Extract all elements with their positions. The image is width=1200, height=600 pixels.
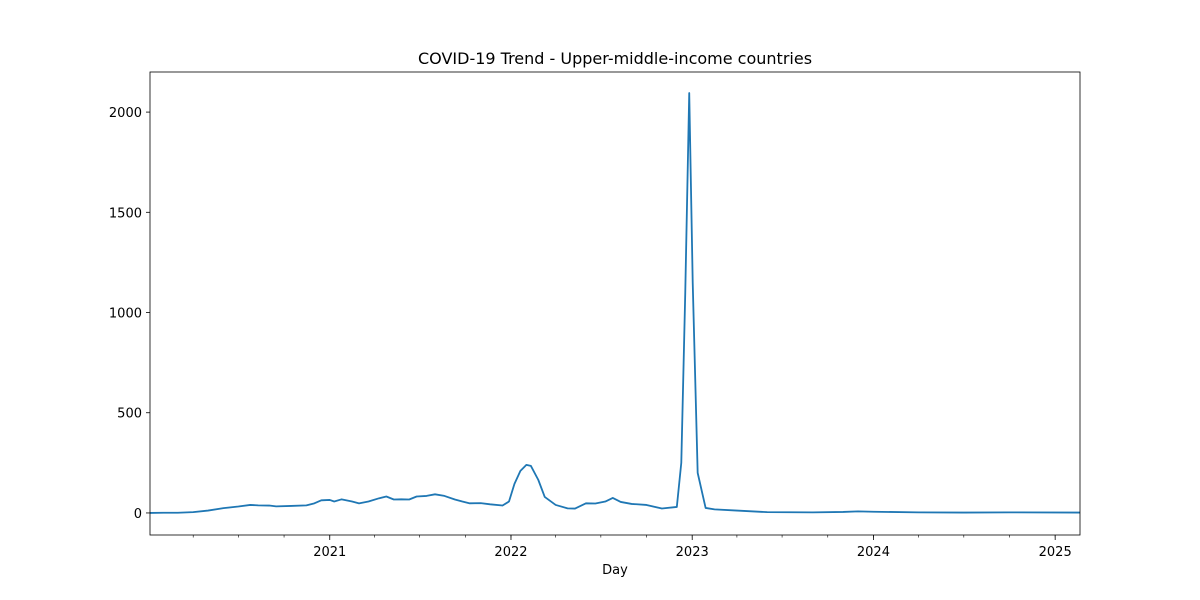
chart-title: COVID-19 Trend - Upper-middle-income cou… <box>418 49 812 68</box>
series-line-0 <box>149 92 1081 514</box>
y-tick-label-0: 0 <box>134 507 142 522</box>
plot-area: 0 500 1000 1500 2000 2021 2022 2023 2024 2025 <box>109 71 1081 560</box>
x-tick-label-2023: 2023 <box>676 545 709 560</box>
y-tick-label-1500: 1500 <box>109 206 142 221</box>
y-tick-label-500: 500 <box>117 407 142 422</box>
y-tick-label-1000: 1000 <box>109 307 142 322</box>
x-tick-label-2025: 2025 <box>1039 545 1072 560</box>
plot-frame <box>149 71 1081 536</box>
x-tick-label-2024: 2024 <box>857 545 890 560</box>
x-axis-label: Day <box>602 563 628 578</box>
x-tick-label-2021: 2021 <box>313 545 346 560</box>
y-tick-label-2000: 2000 <box>109 106 142 121</box>
x-tick-label-2022: 2022 <box>494 545 527 560</box>
